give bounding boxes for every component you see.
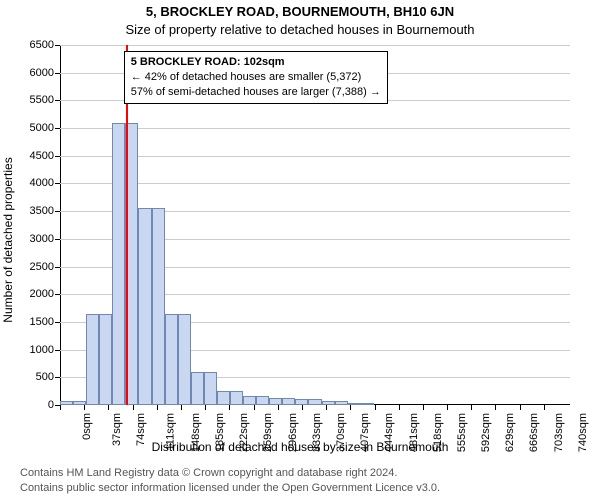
xtick-mark [544,405,545,410]
ytick-label: 1500 [14,316,54,328]
ytick-mark [55,211,60,212]
histogram-bar [112,123,125,405]
histogram-bar [230,391,243,405]
ytick-mark [55,350,60,351]
footer-line2: Contains public sector information licen… [20,481,580,496]
footer-attribution: Contains HM Land Registry data © Crown c… [20,466,580,496]
histogram-bar [335,401,348,405]
histogram-bar [295,399,308,405]
histogram-bar [73,401,86,405]
chart-title-line1: 5, BROCKLEY ROAD, BOURNEMOUTH, BH10 6JN [0,4,600,19]
histogram-bar [308,399,321,405]
ytick-label: 1000 [14,344,54,356]
histogram-bar [165,314,178,405]
histogram-bar [243,396,256,405]
xtick-mark [254,405,255,410]
ytick-mark [55,100,60,101]
ytick-label: 5500 [14,94,54,106]
ytick-mark [55,377,60,378]
chart-container: 5, BROCKLEY ROAD, BOURNEMOUTH, BH10 6JN … [0,0,600,500]
histogram-bar [191,372,204,405]
xtick-mark [471,405,472,410]
histogram-bar [269,398,282,405]
ytick-mark [55,128,60,129]
histogram-bar [138,208,151,405]
histogram-bar [178,314,191,405]
ytick-label: 3500 [14,205,54,217]
histogram-bar [60,401,73,405]
y-axis-label: Number of detached properties [1,157,15,322]
xtick-mark [181,405,182,410]
annotation-line: ← 42% of detached houses are smaller (5,… [131,70,381,85]
xtick-mark [423,405,424,410]
xtick-mark [520,405,521,410]
xtick-mark [447,405,448,410]
ytick-mark [55,45,60,46]
ytick-mark [55,267,60,268]
chart-title-line2: Size of property relative to detached ho… [0,22,600,37]
ytick-label: 2000 [14,288,54,300]
x-axis-label: Distribution of detached houses by size … [0,440,600,454]
histogram-bar [152,208,165,405]
ytick-label: 4000 [14,177,54,189]
xtick-mark [108,405,109,410]
histogram-bar [282,398,295,405]
histogram-bar [99,314,112,405]
ytick-label: 0 [14,399,54,411]
xtick-mark [229,405,230,410]
histogram-bar [256,396,269,405]
xtick-mark [375,405,376,410]
histogram-bar [361,403,374,405]
y-axis-line [60,45,61,405]
xtick-mark [278,405,279,410]
ytick-label: 3000 [14,233,54,245]
xtick-mark [133,405,134,410]
xtick-label: 0sqm [81,413,93,440]
footer-line1: Contains HM Land Registry data © Crown c… [20,466,580,481]
ytick-mark [55,322,60,323]
annotation-box: 5 BROCKLEY ROAD: 102sqm← 42% of detached… [124,51,388,104]
annotation-line: 57% of semi-detached houses are larger (… [131,85,381,100]
xtick-mark [302,405,303,410]
ytick-label: 6000 [14,67,54,79]
ytick-label: 4500 [14,150,54,162]
ytick-mark [55,294,60,295]
annotation-line: 5 BROCKLEY ROAD: 102sqm [131,55,381,70]
ytick-mark [55,239,60,240]
histogram-bar [204,372,217,405]
xtick-mark [326,405,327,410]
ytick-label: 5000 [14,122,54,134]
histogram-bar [217,391,230,405]
ytick-mark [55,183,60,184]
xtick-mark [157,405,158,410]
plot-area: 0500100015002000250030003500400045005000… [60,45,570,405]
ytick-mark [55,73,60,74]
histogram-bar [348,403,361,405]
xtick-mark [350,405,351,410]
xtick-mark [60,405,61,410]
xtick-mark [84,405,85,410]
histogram-bar [86,314,99,405]
ytick-label: 500 [14,371,54,383]
xtick-mark [205,405,206,410]
histogram-bar [322,401,335,405]
gridline [60,45,570,46]
ytick-mark [55,156,60,157]
ytick-label: 2500 [14,261,54,273]
xtick-mark [399,405,400,410]
xtick-mark [495,405,496,410]
ytick-label: 6500 [14,39,54,51]
